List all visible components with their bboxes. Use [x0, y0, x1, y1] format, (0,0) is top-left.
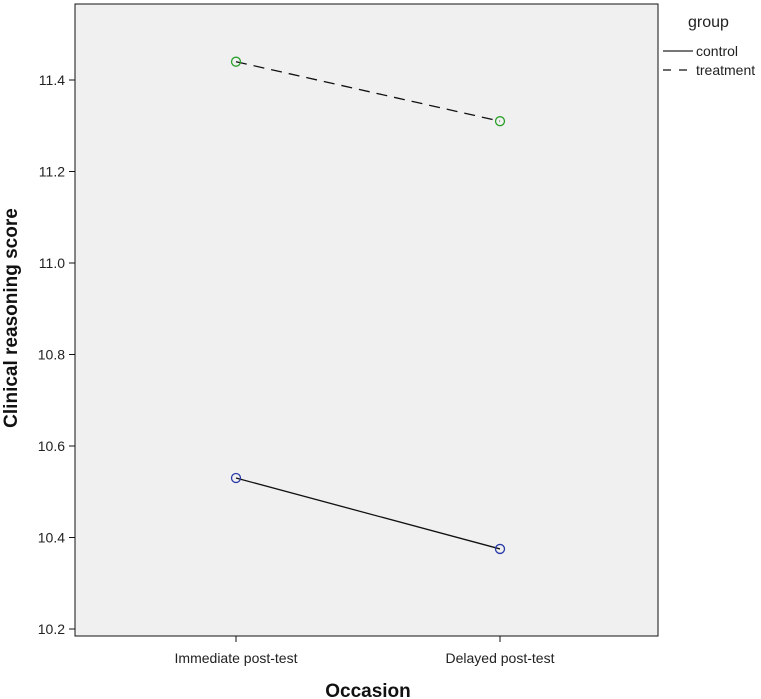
legend-label: treatment: [696, 62, 755, 78]
data-point: [230, 472, 242, 484]
x-axis: Immediate post-test Delayed post-test: [175, 636, 555, 666]
y-tick-label: 10.2: [38, 621, 65, 637]
x-axis-title: Occasion: [325, 681, 411, 699]
plot-area: [74, 3, 659, 637]
legend-label: control: [696, 43, 738, 59]
y-tick-label: 11.2: [39, 164, 65, 180]
y-axis-title: Clinical reasoning score: [1, 208, 22, 428]
y-tick-label: 10.8: [38, 347, 65, 363]
series-line: [235, 477, 501, 550]
series-control: [230, 472, 506, 555]
y-tick-label: 10.6: [38, 438, 65, 454]
y-axis: 10.2 10.4 10.6 10.8 11.0 11.2 11.4: [38, 72, 75, 637]
x-tick-label: Immediate post-test: [175, 650, 298, 666]
data-point: [494, 116, 506, 127]
series-layer: [230, 56, 506, 555]
y-tick-label: 11.0: [39, 255, 65, 271]
data-point: [494, 543, 506, 555]
legend: group control treatment: [663, 14, 755, 78]
legend-title: group: [688, 14, 729, 31]
series-line: [235, 61, 501, 122]
series-treatment: [230, 56, 506, 127]
x-tick-label: Delayed post-test: [446, 650, 555, 666]
data-point: [230, 56, 242, 67]
y-tick-label: 11.4: [39, 72, 65, 88]
y-tick-label: 10.4: [38, 530, 65, 546]
